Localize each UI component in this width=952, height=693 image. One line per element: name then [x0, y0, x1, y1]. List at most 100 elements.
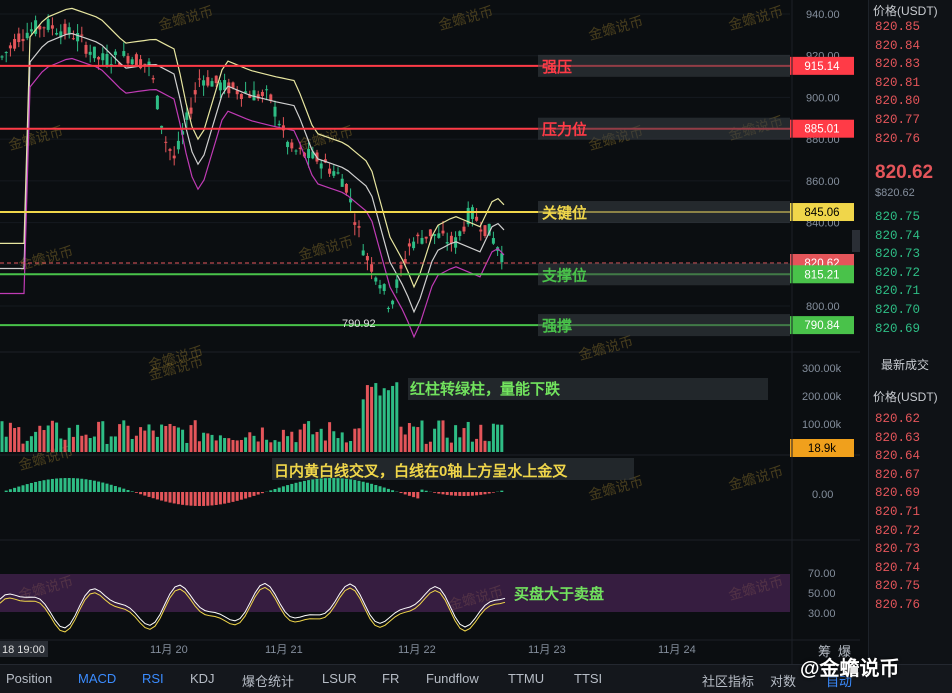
volume-bar	[320, 429, 323, 452]
ask-row[interactable]: 820.80	[875, 94, 920, 108]
macd-bar	[64, 478, 67, 492]
ask-row[interactable]: 820.81	[875, 76, 920, 90]
rsi-tick-label: 50.00	[808, 588, 836, 600]
ask-row[interactable]: 820.83	[875, 57, 920, 71]
x-tick-label: 11月 23	[528, 644, 566, 656]
bid-row[interactable]: 820.73	[875, 247, 920, 261]
volume-bar	[177, 428, 180, 452]
trade-row[interactable]: 820.64	[875, 449, 920, 463]
ask-row[interactable]: 820.77	[875, 113, 920, 127]
candle-body	[97, 57, 100, 59]
candle-body	[345, 184, 348, 193]
volume-bar	[425, 444, 428, 452]
x-tick-label: 11月 20	[150, 644, 188, 656]
tab-liquidation[interactable]: 爆仓统计	[242, 671, 294, 690]
volume-bar	[72, 437, 75, 452]
macd-bar	[59, 478, 62, 492]
trade-row[interactable]: 820.73	[875, 542, 920, 556]
macd-bar	[446, 492, 449, 495]
log-scale-toggle[interactable]: 对数	[770, 671, 796, 690]
trade-row[interactable]: 820.69	[875, 486, 920, 500]
candle-body	[370, 264, 373, 272]
macd-bar	[38, 481, 41, 492]
ask-row[interactable]: 820.76	[875, 132, 920, 146]
candle-body	[446, 242, 449, 243]
candle-body	[164, 142, 167, 143]
tab-position[interactable]: Position	[6, 671, 52, 686]
ask-row[interactable]: 820.85	[875, 20, 920, 34]
macd-bar	[274, 489, 277, 492]
candle-body	[64, 24, 67, 35]
volume-bar	[55, 423, 58, 452]
bid-row[interactable]: 820.69	[875, 322, 920, 336]
volume-bar	[160, 425, 163, 452]
volume-bar	[400, 427, 403, 452]
macd-bar	[295, 483, 298, 492]
tab-ttsi[interactable]: TTSI	[574, 671, 602, 686]
tab-ttmu[interactable]: TTMU	[508, 671, 544, 686]
macd-bar	[169, 492, 172, 503]
candle-body	[286, 142, 289, 147]
candle-body	[156, 96, 159, 109]
cursor-time-label: 18 19:00	[2, 644, 45, 656]
macd-bar	[26, 484, 29, 492]
bid-row[interactable]: 820.74	[875, 229, 920, 243]
bid-row[interactable]: 820.72	[875, 266, 920, 280]
macd-bar	[148, 492, 151, 497]
bid-row[interactable]: 820.71	[875, 284, 920, 298]
volume-bar	[101, 421, 104, 452]
volume-bar	[38, 426, 41, 452]
level-label: 关键位	[542, 204, 587, 222]
trade-row[interactable]: 820.74	[875, 561, 920, 575]
candle-body	[13, 39, 16, 49]
macd-bar	[311, 479, 314, 492]
macd-bar	[261, 492, 264, 493]
macd-bar	[22, 485, 25, 492]
bid-row[interactable]: 820.70	[875, 303, 920, 317]
candle-body	[211, 81, 214, 86]
volume-bar	[131, 439, 134, 452]
volume-bar	[34, 432, 37, 452]
macd-bar	[106, 484, 109, 492]
macd-bar	[488, 492, 491, 494]
volume-bar	[299, 430, 302, 452]
volume-bar	[345, 442, 348, 452]
candle-body	[475, 217, 478, 221]
candle-body	[425, 237, 428, 239]
tab-lsur[interactable]: LSUR	[322, 671, 357, 686]
candle-body	[391, 301, 394, 305]
trade-row[interactable]: 820.71	[875, 505, 920, 519]
volume-bar	[17, 427, 20, 452]
volume-bar	[47, 425, 50, 452]
trade-row[interactable]: 820.67	[875, 468, 920, 482]
candle-body	[240, 94, 243, 99]
level-label-bg	[538, 314, 790, 336]
macd-bar	[492, 492, 495, 493]
candle-body	[383, 284, 386, 291]
candle-body	[173, 156, 176, 159]
trade-row[interactable]: 820.76	[875, 598, 920, 612]
trade-row[interactable]: 820.75	[875, 579, 920, 593]
ask-row[interactable]: 820.84	[875, 39, 920, 53]
tab-rsi[interactable]: RSI	[142, 671, 164, 686]
volume-bar	[215, 440, 218, 452]
candle-body	[51, 25, 54, 28]
macd-bar	[198, 492, 201, 506]
tab-kdj[interactable]: KDJ	[190, 671, 215, 686]
tab-macd[interactable]: MACD	[78, 671, 116, 686]
trade-row[interactable]: 820.62	[875, 412, 920, 426]
tab-fr[interactable]: FR	[382, 671, 399, 686]
macd-bar	[362, 482, 365, 492]
trade-row[interactable]: 820.63	[875, 431, 920, 445]
macd-bar	[219, 492, 222, 504]
tab-fundflow[interactable]: Fundflow	[426, 671, 479, 686]
community-indicators-button[interactable]: 社区指标	[702, 671, 754, 690]
macd-bar	[404, 492, 407, 494]
trade-row[interactable]: 820.72	[875, 524, 920, 538]
volume-bar	[194, 420, 197, 452]
volume-bar	[421, 421, 424, 452]
bid-row[interactable]: 820.75	[875, 210, 920, 224]
volume-bar	[173, 426, 176, 452]
volume-bar	[118, 424, 121, 452]
